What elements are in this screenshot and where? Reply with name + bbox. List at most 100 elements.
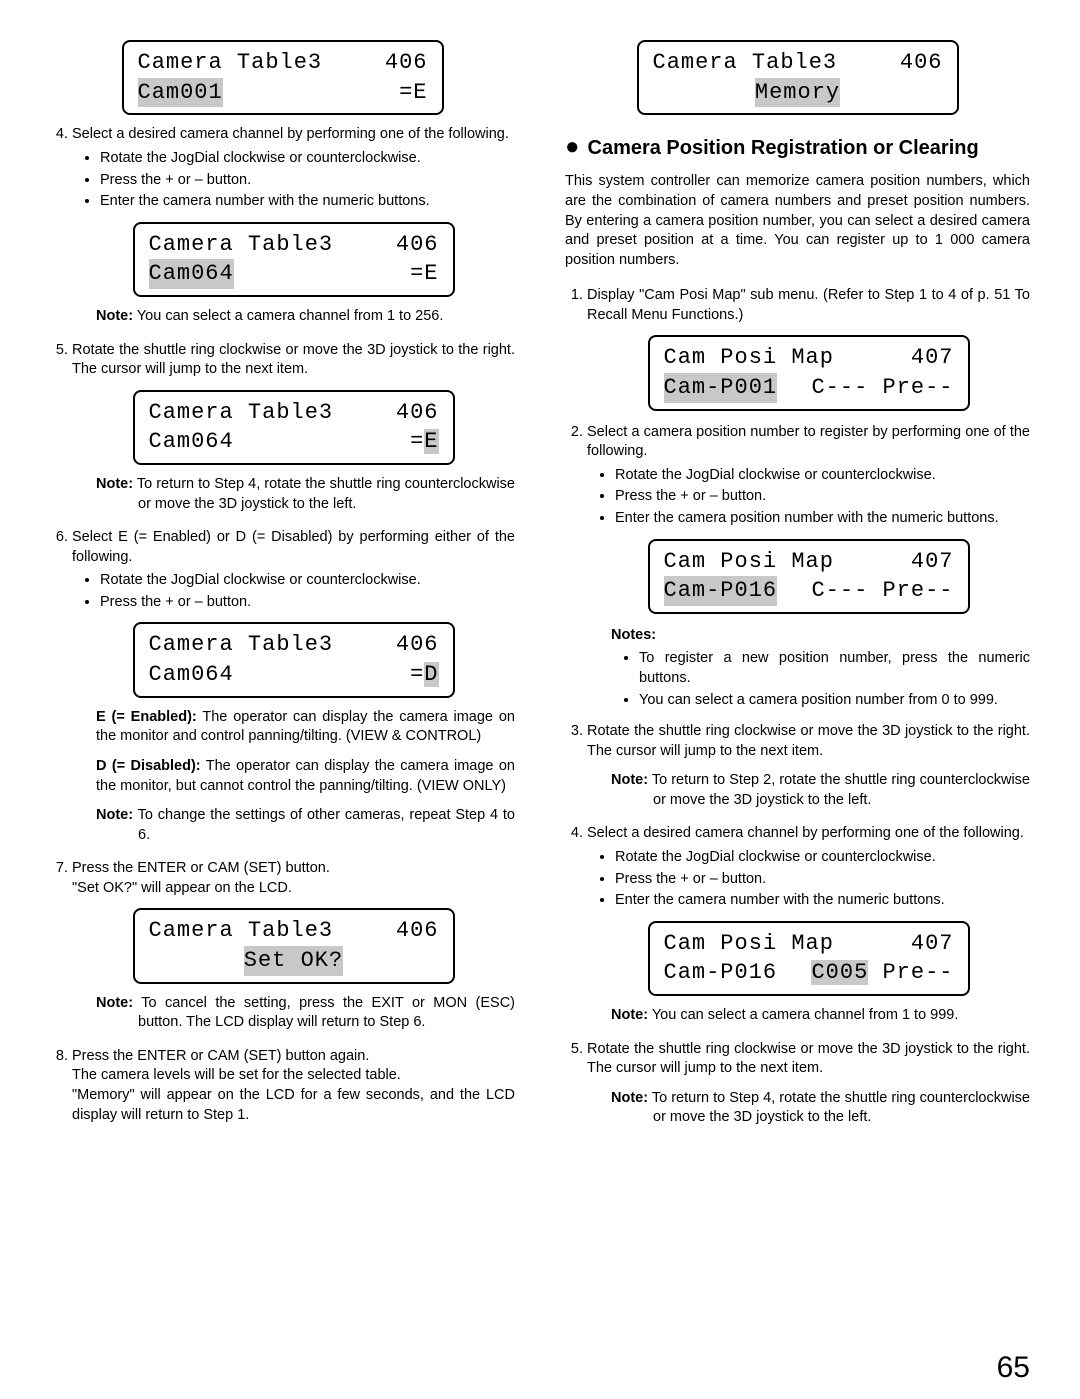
lcd-text: Pre-- xyxy=(868,960,953,985)
lcd-text: 407 xyxy=(911,929,954,959)
lcd-display-r1: Camera Table3 406 Memory xyxy=(637,40,959,115)
bullet: To register a new position number, press… xyxy=(639,649,1030,688)
bullet: Rotate the JogDial clockwise or counterc… xyxy=(615,848,1030,868)
lcd-display-2: Camera Table3406 Cam064=E xyxy=(133,222,455,297)
lcd-text: = xyxy=(410,429,424,454)
notes-bullet-list: To register a new position number, press… xyxy=(611,649,1030,710)
step-text: "Set OK?" will appear on the LCD. xyxy=(72,880,292,896)
step-text: "Memory" will appear on the LCD for a fe… xyxy=(72,1087,515,1123)
lcd-text: Memory xyxy=(755,78,840,108)
def-label: D (= Disabled): xyxy=(96,758,201,774)
step-text: Rotate the shuttle ring clockwise or mov… xyxy=(587,1041,1030,1077)
lcd-text: 406 xyxy=(396,630,439,660)
section-heading: ● Camera Position Registration or Cleari… xyxy=(565,135,1030,162)
step-5: Rotate the shuttle ring clockwise or mov… xyxy=(587,1040,1030,1128)
step-text: Press the ENTER or CAM (SET) button agai… xyxy=(72,1048,369,1064)
bullet: You can select a camera position number … xyxy=(639,691,1030,711)
lcd-text: 406 xyxy=(900,48,943,78)
lcd-text: Cam Posi Map xyxy=(664,343,834,373)
lcd-display-r4: Cam Posi Map407 Cam-P016C005 Pre-- xyxy=(648,921,970,996)
lcd-text: C--- Pre-- xyxy=(811,373,953,403)
lcd-display-1: Camera Table3 406 Cam001 =E xyxy=(122,40,444,115)
lcd-text: Camera Table3 xyxy=(149,916,334,946)
note-text: To cancel the setting, press the EXIT or… xyxy=(133,995,515,1031)
step-text: Display "Cam Posi Map" sub menu. (Refer … xyxy=(587,287,1030,323)
bullet: Enter the camera number with the numeric… xyxy=(100,192,515,212)
note: Note: To return to Step 4, rotate the sh… xyxy=(96,475,515,514)
lcd-text: Camera Table3 xyxy=(149,630,334,660)
bullet: Press the + or – button. xyxy=(615,487,1030,507)
bullet-list: Rotate the JogDial clockwise or counterc… xyxy=(72,149,515,212)
lcd-display-r3: Cam Posi Map 407 Cam-P016 C--- Pre-- xyxy=(648,539,970,614)
note: Note: To cancel the setting, press the E… xyxy=(96,994,515,1033)
lcd-text: C005 Pre-- xyxy=(811,958,953,988)
note-label: Note: xyxy=(611,1007,648,1023)
note-label: Note: xyxy=(96,476,133,492)
lcd-text: Cam Posi Map xyxy=(664,547,834,577)
step-3: Rotate the shuttle ring clockwise or mov… xyxy=(587,722,1030,810)
lcd-text: Camera Table3 xyxy=(138,48,323,78)
lcd-text: Camera Table3 xyxy=(149,398,334,428)
note-text: To return to Step 4, rotate the shuttle … xyxy=(133,476,515,512)
note: Note: You can select a camera channel fr… xyxy=(611,1006,1030,1026)
bullet-list: Rotate the JogDial clockwise or counterc… xyxy=(587,466,1030,529)
bullet: Press the + or – button. xyxy=(100,171,515,191)
right-column: Camera Table3 406 Memory ● Camera Positio… xyxy=(565,30,1030,1142)
lcd-text: Cam064 xyxy=(149,660,234,690)
note: Note: You can select a camera channel fr… xyxy=(96,307,515,327)
lcd-text: C005 xyxy=(811,960,868,985)
heading-bullet-icon: ● xyxy=(565,135,580,159)
lcd-display-4: Camera Table3 406 Cam064 =D xyxy=(133,622,455,697)
heading-text: Camera Position Registration or Clearing xyxy=(588,135,979,162)
lcd-text: 406 xyxy=(396,398,439,428)
page-number: 65 xyxy=(997,1351,1030,1385)
lcd-text: 407 xyxy=(911,547,954,577)
lcd-text: E xyxy=(424,429,438,454)
page-wrapper: Camera Table3 406 Cam001 =E Select a desir… xyxy=(0,0,1080,1399)
page-columns: Camera Table3 406 Cam001 =E Select a desir… xyxy=(0,0,1080,1162)
step-text: Select E (= Enabled) or D (= Disabled) b… xyxy=(72,529,515,565)
note: Note: To return to Step 4, rotate the sh… xyxy=(611,1089,1030,1128)
note-text: To return to Step 4, rotate the shuttle … xyxy=(648,1090,1030,1126)
lcd-text: Cam064 xyxy=(149,427,234,457)
bullet: Press the + or – button. xyxy=(615,870,1030,890)
bullet: Rotate the JogDial clockwise or counterc… xyxy=(615,466,1030,486)
step-text: Select a desired camera channel by perfo… xyxy=(72,126,509,142)
bullet: Rotate the JogDial clockwise or counterc… xyxy=(100,571,515,591)
note: Note: To return to Step 2, rotate the sh… xyxy=(611,771,1030,810)
steps-list-left: Select a desired camera channel by perfo… xyxy=(50,125,515,1125)
bullet: Rotate the JogDial clockwise or counterc… xyxy=(100,149,515,169)
step-text: Rotate the shuttle ring clockwise or mov… xyxy=(587,723,1030,759)
lcd-text: =E xyxy=(399,78,427,108)
step-text: Rotate the shuttle ring clockwise or mov… xyxy=(72,342,515,378)
lcd-text: D xyxy=(424,662,438,687)
lcd-text: Camera Table3 xyxy=(149,230,334,260)
note-text: You can select a camera channel from 1 t… xyxy=(133,308,443,324)
note-label: Note: xyxy=(96,807,133,823)
lcd-display-5: Camera Table3406 Set OK? xyxy=(133,908,455,983)
lcd-text: C--- Pre-- xyxy=(811,576,953,606)
lcd-text: =E xyxy=(410,427,438,457)
step-5: Rotate the shuttle ring clockwise or mov… xyxy=(72,341,515,515)
lcd-text: =D xyxy=(410,660,438,690)
lcd-text: Cam-P016 xyxy=(664,576,778,606)
lcd-text: 406 xyxy=(385,48,428,78)
note-label: Note: xyxy=(611,772,648,788)
bullet-list: Rotate the JogDial clockwise or counterc… xyxy=(72,571,515,612)
lcd-text: Camera Table3 xyxy=(653,48,838,78)
lcd-text: Cam-P016 xyxy=(664,958,778,988)
lcd-text: Cam-P001 xyxy=(664,373,778,403)
note-label: Note: xyxy=(96,995,133,1011)
step-4: Select a desired camera channel by perfo… xyxy=(72,125,515,326)
note-text: To change the settings of other cameras,… xyxy=(133,807,515,843)
step-text: Select a desired camera channel by perfo… xyxy=(587,825,1024,841)
bullet: Enter the camera number with the numeric… xyxy=(615,891,1030,911)
lcd-text: Cam001 xyxy=(138,78,223,108)
step-text: Select a camera position number to regis… xyxy=(587,424,1030,460)
lcd-text: 407 xyxy=(911,343,954,373)
note-label: Note: xyxy=(96,308,133,324)
lcd-text: =E xyxy=(410,259,438,289)
lcd-text: Cam064 xyxy=(149,259,234,289)
note-label: Note: xyxy=(611,1090,648,1106)
lcd-text: 406 xyxy=(396,916,439,946)
